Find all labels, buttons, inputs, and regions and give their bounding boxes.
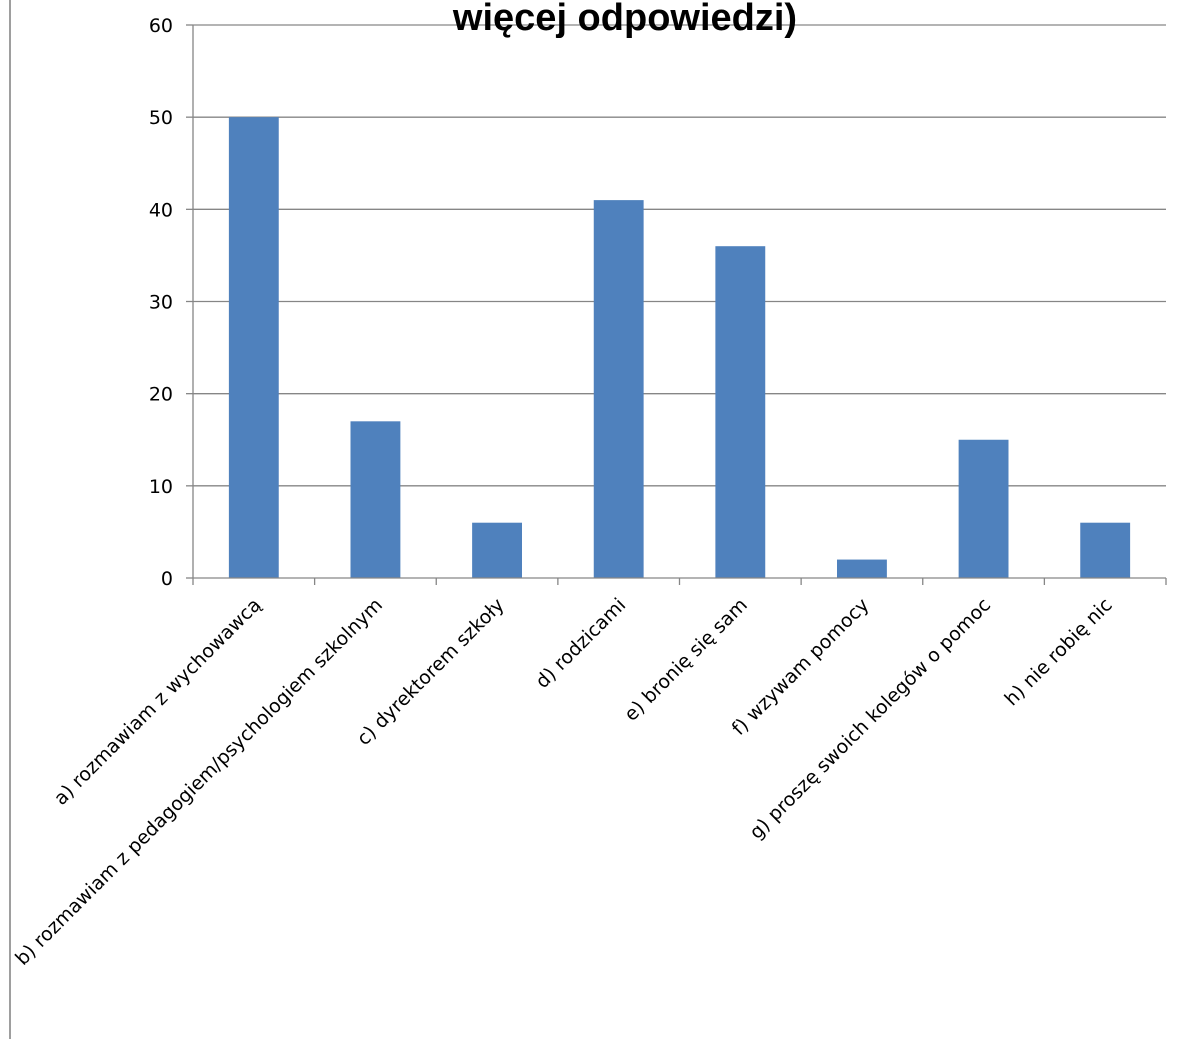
x-category-label: f) wzywam pomocy [728,594,874,740]
bar [958,439,1009,578]
x-category-label: d) rodzicami [531,594,630,693]
x-category-label: e) bronię się sam [620,594,752,726]
bar [715,246,766,578]
y-tick-label: 10 [149,476,173,498]
bar [837,559,887,578]
bar [350,421,401,578]
y-tick-labels: 0 10 20 30 40 50 60 [149,15,173,590]
bar [472,522,522,578]
bars [228,117,1131,579]
bar [593,200,644,578]
y-tick-label: 40 [149,199,173,221]
chart-title: więcej odpowiedzi) [452,0,797,39]
y-tick-label: 0 [161,568,173,590]
y-tick-label: 20 [149,384,173,406]
y-tick-label: 50 [149,107,173,129]
gridlines [193,24,1166,487]
y-tick-label: 30 [149,292,173,314]
bar [228,117,279,579]
x-category-label: h) nie robię nic [1000,594,1116,710]
axes [186,24,1167,585]
bar [1080,522,1131,578]
x-category-label: a) rozmawiam z wychowawcą [50,594,266,810]
y-tick-label: 60 [149,15,173,37]
x-category-label: g) proszę swoich kolegów o pomoc [745,594,995,844]
